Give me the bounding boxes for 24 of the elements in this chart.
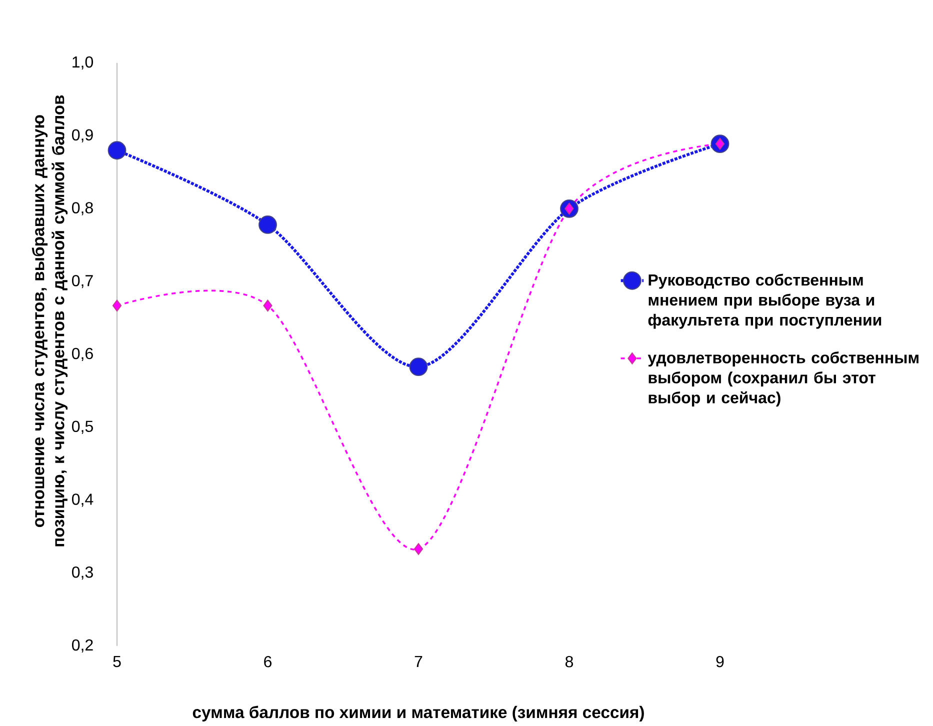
point xyxy=(112,300,122,312)
point xyxy=(414,543,424,555)
x-tick-label: 9 xyxy=(716,656,724,668)
y-tick-label: 0,6 xyxy=(72,348,93,362)
x-tick-label: 5 xyxy=(113,656,121,668)
y-tick-label: 0,9 xyxy=(72,129,93,142)
y-tick-label: 0,5 xyxy=(72,420,93,434)
y-tick-label: 1,0 xyxy=(72,56,94,70)
x-tick-label: 7 xyxy=(414,656,422,668)
x-tick-label: 8 xyxy=(565,656,573,668)
y-tick-label: 0,2 xyxy=(72,639,93,653)
legend-label: удовлетворенность собственным выбором (сохранил бы этот выбор и сейчас) xyxy=(648,352,918,407)
y-tick-label: 0,8 xyxy=(72,202,93,216)
point xyxy=(258,216,277,234)
point xyxy=(263,300,272,312)
y-tick-label: 0,4 xyxy=(72,494,94,507)
y-tick-label: 0,3 xyxy=(72,566,93,580)
legend-label: Руководство собственным мнением при выборе вуза и факультета при поступлении xyxy=(648,274,882,329)
x-tick-label: 6 xyxy=(264,656,272,668)
point xyxy=(409,358,428,376)
y-tick-label: 0,7 xyxy=(72,275,93,288)
x-axis-title: сумма баллов по химии и математике (зимняя сессия) xyxy=(192,706,644,722)
point xyxy=(108,141,126,160)
y-axis-title: отношение числа студентов, выбравших данную позицию, к числу студентов с данной суммой баллов xyxy=(32,95,68,546)
